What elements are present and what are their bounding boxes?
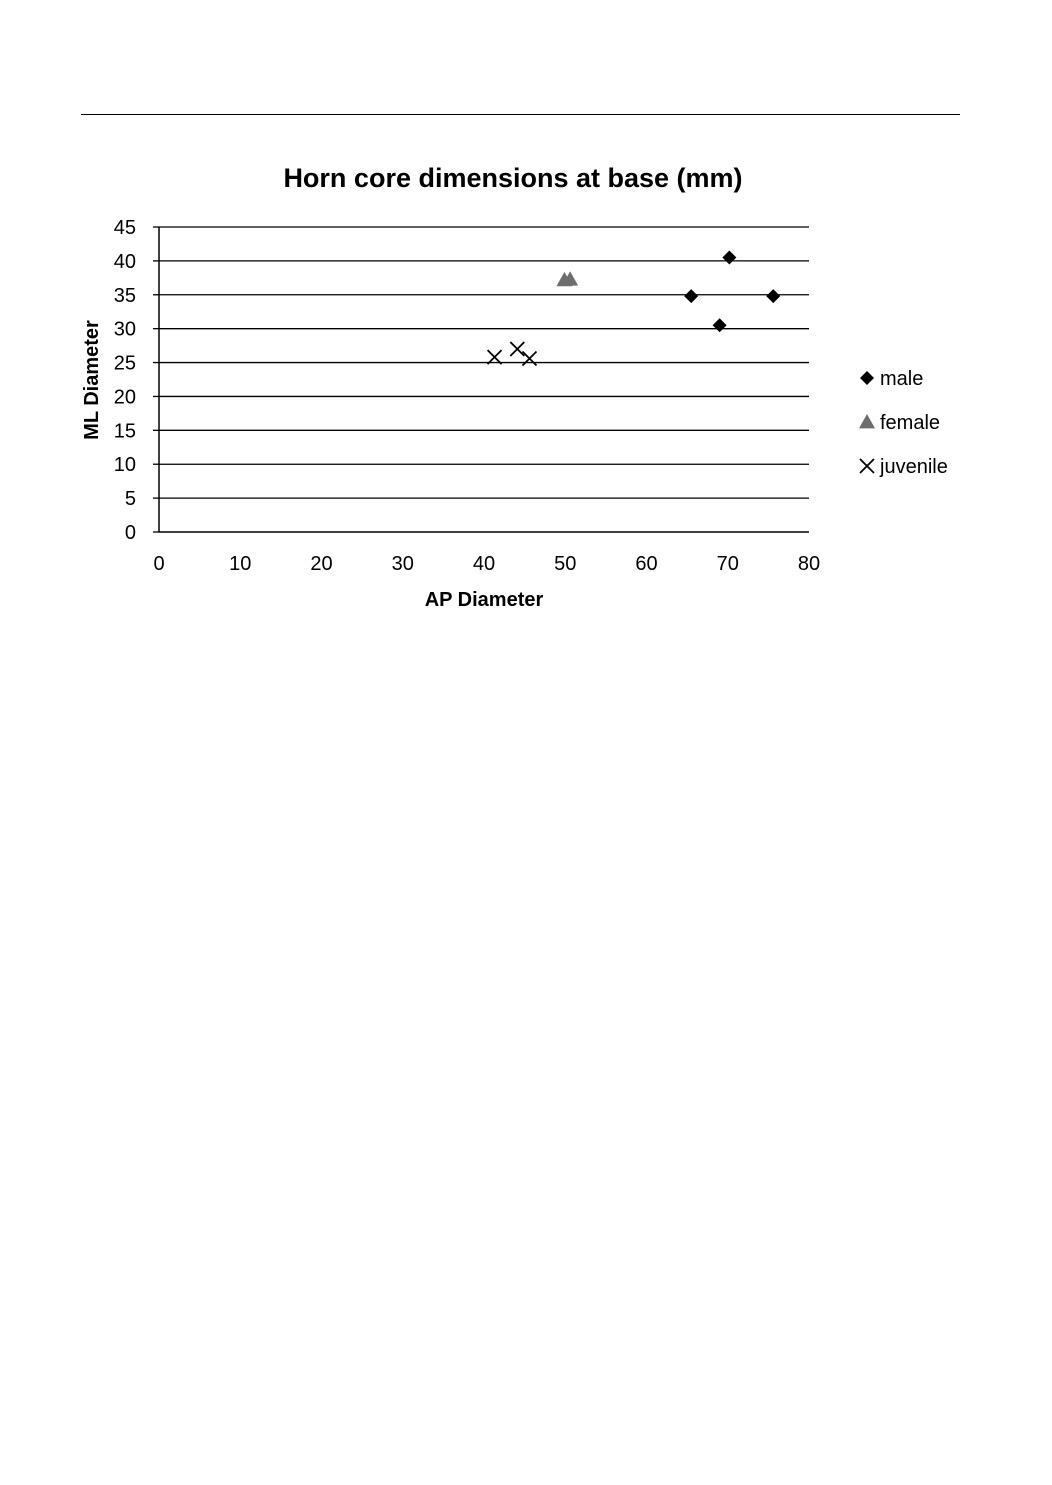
legend-label-male: male: [880, 368, 923, 390]
y-tick-label: 35: [114, 285, 136, 307]
y-axis-title: ML Diameter: [81, 320, 103, 440]
y-tick-label: 0: [125, 522, 136, 544]
data-point-juvenile: [521, 350, 538, 367]
legend-marker-juvenile: [859, 458, 875, 474]
x-tick-label: 80: [798, 553, 820, 575]
data-point-male: [712, 318, 727, 333]
x-tick-label: 10: [229, 553, 251, 575]
y-tick-label: 15: [114, 420, 136, 442]
y-tick-label: 5: [125, 488, 136, 510]
x-tick-label: 30: [392, 553, 414, 575]
x-tick-label: 40: [473, 553, 495, 575]
legend-marker-male: [860, 371, 874, 385]
data-point-juvenile: [486, 349, 503, 365]
x-tick-label: 50: [554, 553, 576, 575]
data-point-male: [766, 289, 781, 304]
data-point-juvenile: [509, 341, 525, 357]
data-point-female: [562, 271, 579, 286]
y-tick-label: 10: [114, 454, 136, 476]
y-tick-label: 30: [114, 319, 136, 341]
y-tick-label: 40: [114, 251, 136, 273]
data-points: [486, 250, 781, 367]
x-axis-title: AP Diameter: [425, 589, 544, 611]
legend-label-juvenile: juvenile: [879, 456, 948, 478]
legend: male female juvenile: [859, 368, 948, 478]
page-top-rule: [81, 114, 960, 115]
y-tick-label: 25: [114, 353, 136, 375]
y-tick-label: 20: [114, 386, 136, 408]
x-tick-label: 60: [635, 553, 657, 575]
grid-lines: [159, 226, 809, 499]
x-tick-label: 20: [310, 553, 332, 575]
legend-marker-female: [859, 414, 875, 429]
tick-labels: 0 5 10 15 20 25 30 35 40 45 0 10 20 30 40 50 60 70 80: [114, 217, 820, 575]
x-tick-label: 0: [153, 553, 164, 575]
x-tick-label: 70: [717, 553, 739, 575]
legend-label-female: female: [880, 412, 940, 434]
data-point-male: [684, 289, 699, 304]
axes: [153, 226, 809, 533]
data-point-male: [722, 250, 737, 265]
y-tick-label: 45: [114, 217, 136, 239]
chart-title: Horn core dimensions at base (mm): [283, 163, 742, 193]
